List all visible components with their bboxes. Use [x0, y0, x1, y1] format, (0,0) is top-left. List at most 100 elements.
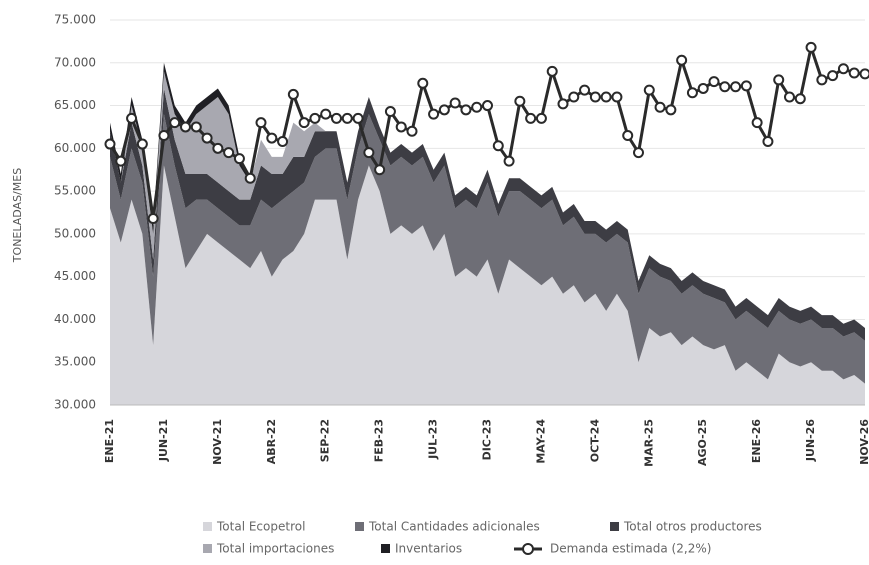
x-tick-label: ENE-21: [103, 419, 116, 463]
marker: [471, 101, 483, 113]
marker: [449, 97, 461, 109]
marker: [816, 74, 828, 86]
marker: [579, 84, 591, 96]
marker: [115, 155, 127, 167]
area: [110, 71, 865, 328]
marker: [611, 91, 623, 103]
marker: [535, 112, 547, 124]
marker: [633, 147, 644, 159]
y-tick-label: 70.000: [54, 55, 96, 69]
marker: [503, 155, 515, 167]
marker: [266, 132, 278, 144]
marker: [363, 147, 375, 159]
marker: [686, 87, 698, 99]
legend-swatch: [203, 522, 212, 531]
marker: [654, 101, 666, 113]
legend-swatch: [610, 522, 619, 531]
marker: [298, 117, 310, 129]
marker: [859, 68, 869, 80]
x-tick-label: DIC-23: [481, 419, 494, 460]
x-tick-label: MAR-25: [642, 419, 655, 467]
marker: [190, 121, 202, 133]
marker: [546, 65, 558, 77]
marker: [784, 91, 795, 103]
y-tick-label: 75.000: [54, 13, 96, 27]
x-tick-label: SEP-22: [319, 419, 332, 462]
marker: [147, 212, 159, 224]
legend-marker: [522, 543, 534, 555]
legend-swatch: [355, 522, 364, 531]
marker: [794, 93, 806, 105]
x-tick-label: NOV-26: [858, 419, 869, 465]
x-tick-label: NOV-21: [211, 419, 224, 465]
marker: [223, 147, 235, 159]
legend-label: Total Ecopetrol: [216, 520, 305, 534]
marker: [805, 41, 817, 53]
marker: [244, 172, 256, 184]
marker: [740, 80, 752, 92]
y-tick-label: 40.000: [54, 312, 96, 326]
marker: [395, 121, 407, 133]
marker: [730, 81, 742, 93]
marker: [126, 112, 138, 124]
y-tick-label: 65.000: [54, 98, 96, 112]
legend-label: Inventarios: [395, 542, 462, 556]
marker: [104, 138, 116, 150]
x-tick-label: OCT-24: [588, 419, 601, 463]
legend-swatch: [381, 544, 390, 553]
marker: [697, 82, 709, 94]
y-tick-label: 45.000: [54, 269, 96, 283]
y-tick-label: 30.000: [54, 398, 96, 412]
y-tick-label: 50.000: [54, 226, 96, 240]
y-tick-label: 55.000: [54, 184, 96, 198]
area: [110, 88, 865, 341]
marker: [837, 63, 849, 75]
y-tick-label: 60.000: [54, 141, 96, 155]
marker: [438, 104, 450, 116]
marker: [341, 112, 353, 124]
marker: [827, 70, 839, 82]
x-tick-label: ABR-22: [265, 419, 278, 464]
x-tick-label: MAY-24: [534, 419, 547, 464]
marker: [460, 104, 472, 116]
legend-swatch: [203, 544, 212, 553]
area: [110, 165, 865, 405]
marker: [136, 138, 148, 150]
marker: [622, 130, 634, 141]
x-tick-label: JUL-23: [427, 419, 440, 460]
marker: [374, 164, 386, 176]
legend-label: Total otros productores: [623, 520, 762, 534]
marker: [169, 117, 181, 129]
marker: [309, 112, 321, 124]
marker: [589, 91, 601, 103]
marker: [428, 108, 440, 120]
x-tick-label: FEB-23: [373, 419, 386, 462]
marker: [665, 104, 677, 116]
marker: [406, 125, 418, 137]
marker: [212, 142, 224, 154]
x-tick-label: ENE-26: [750, 419, 763, 463]
legend-label: Total importaciones: [216, 542, 334, 556]
marker: [352, 112, 364, 124]
marker: [708, 76, 720, 88]
marker: [320, 108, 332, 120]
marker: [255, 117, 267, 129]
marker: [568, 91, 580, 103]
area: [110, 114, 865, 384]
x-tick-label: JUN-26: [804, 419, 817, 462]
y-tick-label: 35.000: [54, 355, 96, 369]
marker: [762, 135, 774, 147]
marker: [201, 132, 213, 144]
marker: [331, 112, 342, 124]
legend-label: Total Cantidades adicionales: [368, 520, 540, 534]
y-axis-title: TONELADAS/MES: [11, 168, 24, 263]
marker: [557, 98, 569, 110]
marker: [600, 91, 612, 103]
marker: [233, 153, 245, 165]
marker: [848, 67, 860, 79]
marker: [482, 100, 493, 112]
x-tick-label: AGO-25: [696, 419, 709, 466]
marker: [492, 140, 504, 152]
marker: [417, 77, 429, 89]
